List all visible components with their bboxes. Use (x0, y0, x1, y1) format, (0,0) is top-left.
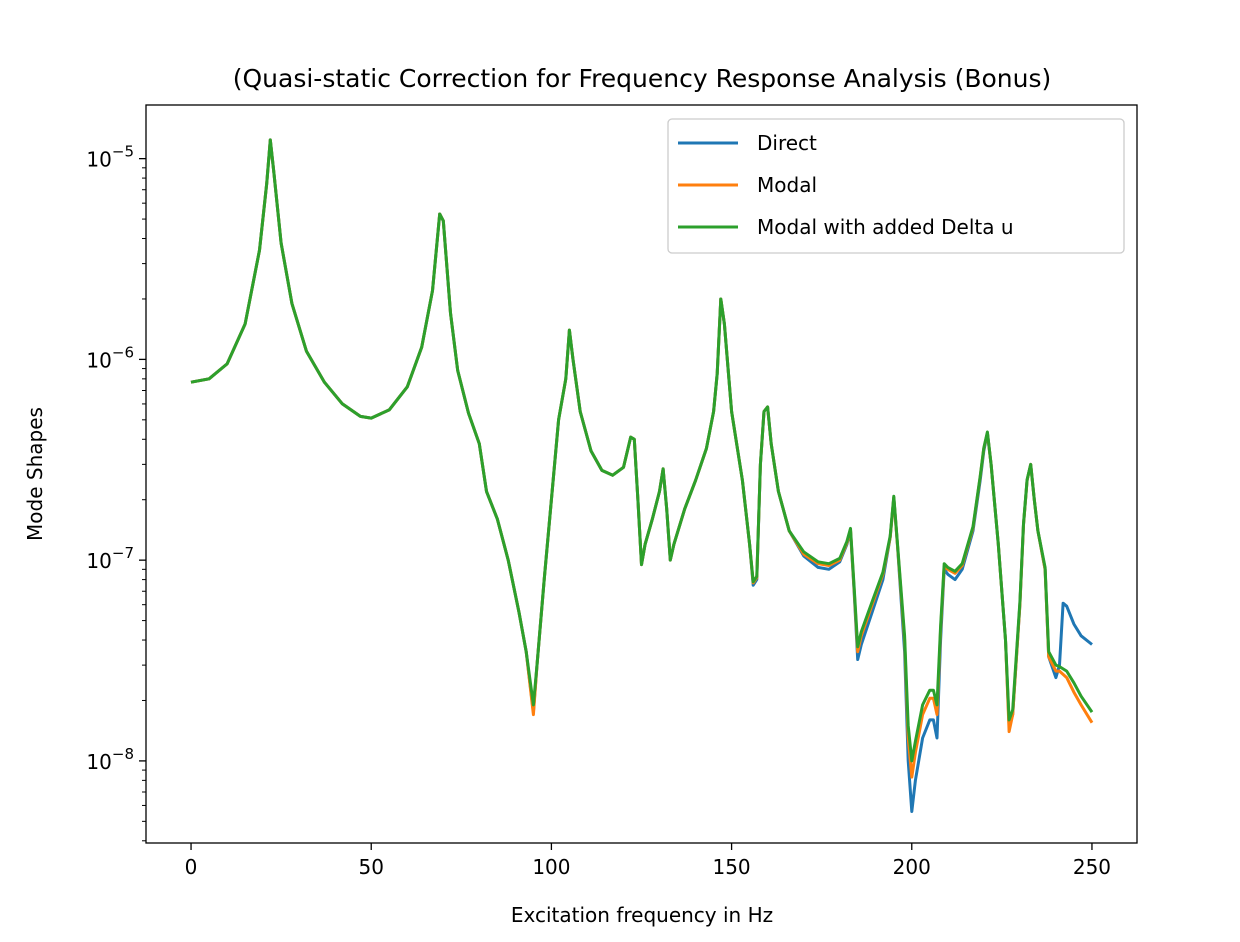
x-axis-label: Excitation frequency in Hz (511, 903, 773, 927)
legend-box (667, 118, 1125, 254)
y-tick-label: 10−6 (86, 343, 134, 372)
x-tick-label: 200 (893, 855, 931, 879)
y-tick-label: 10−8 (86, 745, 134, 774)
plot-frame (145, 104, 1138, 844)
chart-title: (Quasi-static Correction for Frequency R… (233, 64, 1052, 93)
x-tick-label: 0 (185, 855, 198, 879)
y-axis: 10−8 10−7 10−6 10−5 (86, 143, 146, 842)
y-axis-label: Mode Shapes (23, 407, 47, 541)
x-tick-label: 50 (359, 855, 384, 879)
x-tick-label: 150 (712, 855, 750, 879)
y-tick-label: 10−7 (86, 544, 134, 573)
series-line-3 (190, 138, 1094, 763)
x-tick-label: 250 (1073, 855, 1111, 879)
x-tick-label: 100 (532, 855, 570, 879)
legend-label: Direct (757, 131, 817, 155)
x-axis: 0 50 100 150 200 250 (185, 843, 1111, 879)
y-tick-label: 10−5 (86, 143, 134, 172)
series-layer (190, 138, 1094, 813)
legend: Direct Modal Modal with added Delta u (667, 118, 1125, 254)
legend-label: Modal with added Delta u (757, 215, 1014, 239)
legend-label: Modal (757, 173, 817, 197)
